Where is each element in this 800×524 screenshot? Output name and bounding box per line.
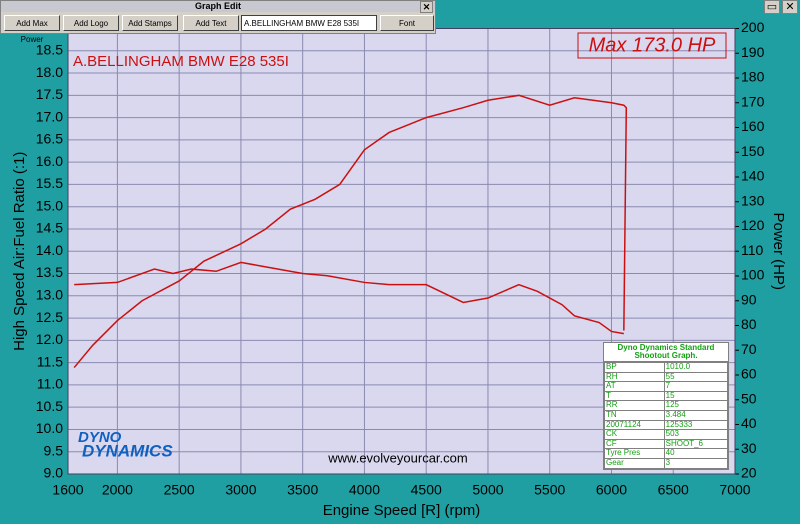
y2-tick-label: 20	[741, 465, 757, 481]
toolbar-title-text: Graph Edit	[194, 1, 241, 11]
y2-tick-label: 160	[741, 118, 765, 134]
stamp-table: Dyno Dynamics Standard Shootout Graph. B…	[603, 342, 729, 470]
x-tick-label: 6000	[596, 482, 627, 498]
y2-tick-label: 150	[741, 143, 765, 159]
x-tick-label: 4000	[349, 482, 380, 498]
restore-button[interactable]: ▭	[764, 0, 780, 14]
watermark: www.evolveyourcar.com	[327, 450, 467, 465]
y2-tick-label: 30	[741, 440, 757, 456]
y-tick-label: 14.0	[36, 242, 63, 258]
x-tick-label: 7000	[719, 482, 750, 498]
stamp-row: TN 3.484	[604, 409, 729, 421]
y2-tick-label: 140	[741, 168, 765, 184]
y2-tick-label: 130	[741, 192, 765, 208]
stamp-value: 7	[663, 381, 729, 392]
data-line	[74, 261, 624, 335]
y-tick-label: 17.5	[36, 86, 63, 102]
x-tick-label: 2500	[164, 482, 195, 498]
stamp-value: 503	[663, 429, 729, 440]
stamp-key: Gear	[604, 457, 665, 469]
x-tick-label: 3000	[225, 482, 256, 498]
add-logo-button[interactable]: Add Logo	[63, 15, 119, 31]
y-tick-label: 16.5	[36, 131, 63, 147]
x-tick-label: 3500	[287, 482, 318, 498]
x-tick-label: 4500	[411, 482, 442, 498]
stamp-key: CK	[604, 429, 665, 440]
window-close-button[interactable]: ✕	[782, 0, 798, 14]
x-tick-label: 5500	[534, 482, 565, 498]
stamp-key: Tyre Pres	[604, 448, 665, 459]
stamp-title: Dyno Dynamics Standard Shootout Graph.	[604, 343, 728, 362]
y2-tick-label: 170	[741, 93, 765, 109]
y2-tick-label: 110	[741, 242, 764, 258]
x-tick-label: 5000	[472, 482, 503, 498]
y2-tick-label: 70	[741, 341, 757, 357]
y-tick-label: 15.0	[36, 197, 63, 213]
text-input[interactable]: A.BELLINGHAM BMW E28 535I	[241, 15, 377, 31]
x-tick-label: 6500	[658, 482, 689, 498]
y-tick-label: 18.0	[36, 64, 63, 80]
stamp-value: 1010.0	[663, 362, 729, 373]
y2-tick-label: 80	[741, 316, 757, 332]
y-tick-label: 13.0	[36, 287, 63, 303]
data-line	[73, 94, 628, 369]
stamp-value: 55	[663, 371, 729, 383]
y2-tick-label: 120	[741, 217, 765, 233]
y-tick-label: 15.5	[36, 175, 63, 191]
y-tick-label: 9.0	[44, 465, 64, 481]
add-stamps-button[interactable]: Add Stamps	[122, 15, 178, 31]
y-tick-label: 11.5	[37, 353, 63, 369]
y-tick-label: 12.0	[36, 331, 63, 347]
stamp-row: Gear 3	[604, 457, 729, 469]
y2-tick-label: 50	[741, 390, 757, 406]
stamp-row: AT 7	[604, 381, 729, 392]
y-tick-label: 16.0	[36, 153, 63, 169]
stamp-value: 3.484	[663, 409, 729, 421]
x-tick-label: 1600	[52, 482, 83, 498]
y-tick-label: 17.0	[36, 108, 63, 124]
stamp-row: Tyre Pres 40	[604, 448, 729, 459]
toolbar-title: Graph Edit ✕	[1, 1, 435, 13]
y-tick-label: 18.5	[36, 41, 63, 57]
stamp-value: 3	[663, 457, 729, 469]
x-tick-label: 2000	[102, 482, 133, 498]
y2-tick-label: 90	[741, 291, 757, 307]
stamp-key: AT	[604, 381, 665, 392]
stamp-key: BP	[604, 362, 665, 373]
y2-tick-label: 190	[741, 44, 765, 60]
stamp-row: BP 1010.0	[604, 362, 729, 373]
annotation-box	[577, 32, 727, 59]
y-tick-label: 12.5	[36, 309, 63, 325]
y-tick-label: 14.5	[36, 220, 63, 236]
stamp-row: CK 503	[604, 429, 729, 440]
logo-bottom: DYNAMICS	[82, 441, 173, 460]
add-text-button[interactable]: Add Text	[183, 15, 239, 31]
y2-tick-label: 200	[741, 19, 765, 35]
x-axis-title: Engine Speed [R] (rpm)	[323, 502, 481, 519]
chart-title: A.BELLINGHAM BMW E28 535I	[73, 53, 289, 70]
stamp-value: 40	[663, 448, 729, 459]
y-tick-label: 13.5	[36, 264, 63, 280]
graph-edit-toolbar: Graph Edit ✕ Add Max Power Add Logo Add S…	[0, 0, 436, 44]
y-axis-title: High Speed Air:Fuel Ratio (:1)	[11, 152, 28, 351]
y-tick-label: 10.5	[36, 398, 63, 414]
logo-top: DYNO	[78, 429, 122, 446]
y2-tick-label: 100	[741, 267, 765, 283]
y2-tick-label: 180	[741, 69, 765, 85]
y-tick-label: 10.0	[36, 420, 63, 436]
y2-tick-label: 40	[741, 415, 757, 431]
stamp-key: TN	[604, 409, 665, 421]
y-tick-label: 11.0	[37, 376, 63, 392]
window-buttons: ▭ ✕	[762, 0, 798, 14]
y2-axis-title: Power (HP)	[770, 212, 787, 290]
y2-tick-label: 60	[741, 366, 757, 382]
annotation: Max 173.0 HP	[589, 34, 716, 56]
font-button[interactable]: Font	[380, 15, 434, 31]
stamp-rows: BP 1010.0 RH 55 AT 7 T 15 RR 125 TN 3.484 20071124 12…	[604, 362, 729, 469]
y-tick-label: 9.5	[44, 442, 64, 458]
add-max-power-button[interactable]: Add Max Power	[4, 15, 60, 44]
close-button[interactable]: ✕	[420, 1, 433, 13]
